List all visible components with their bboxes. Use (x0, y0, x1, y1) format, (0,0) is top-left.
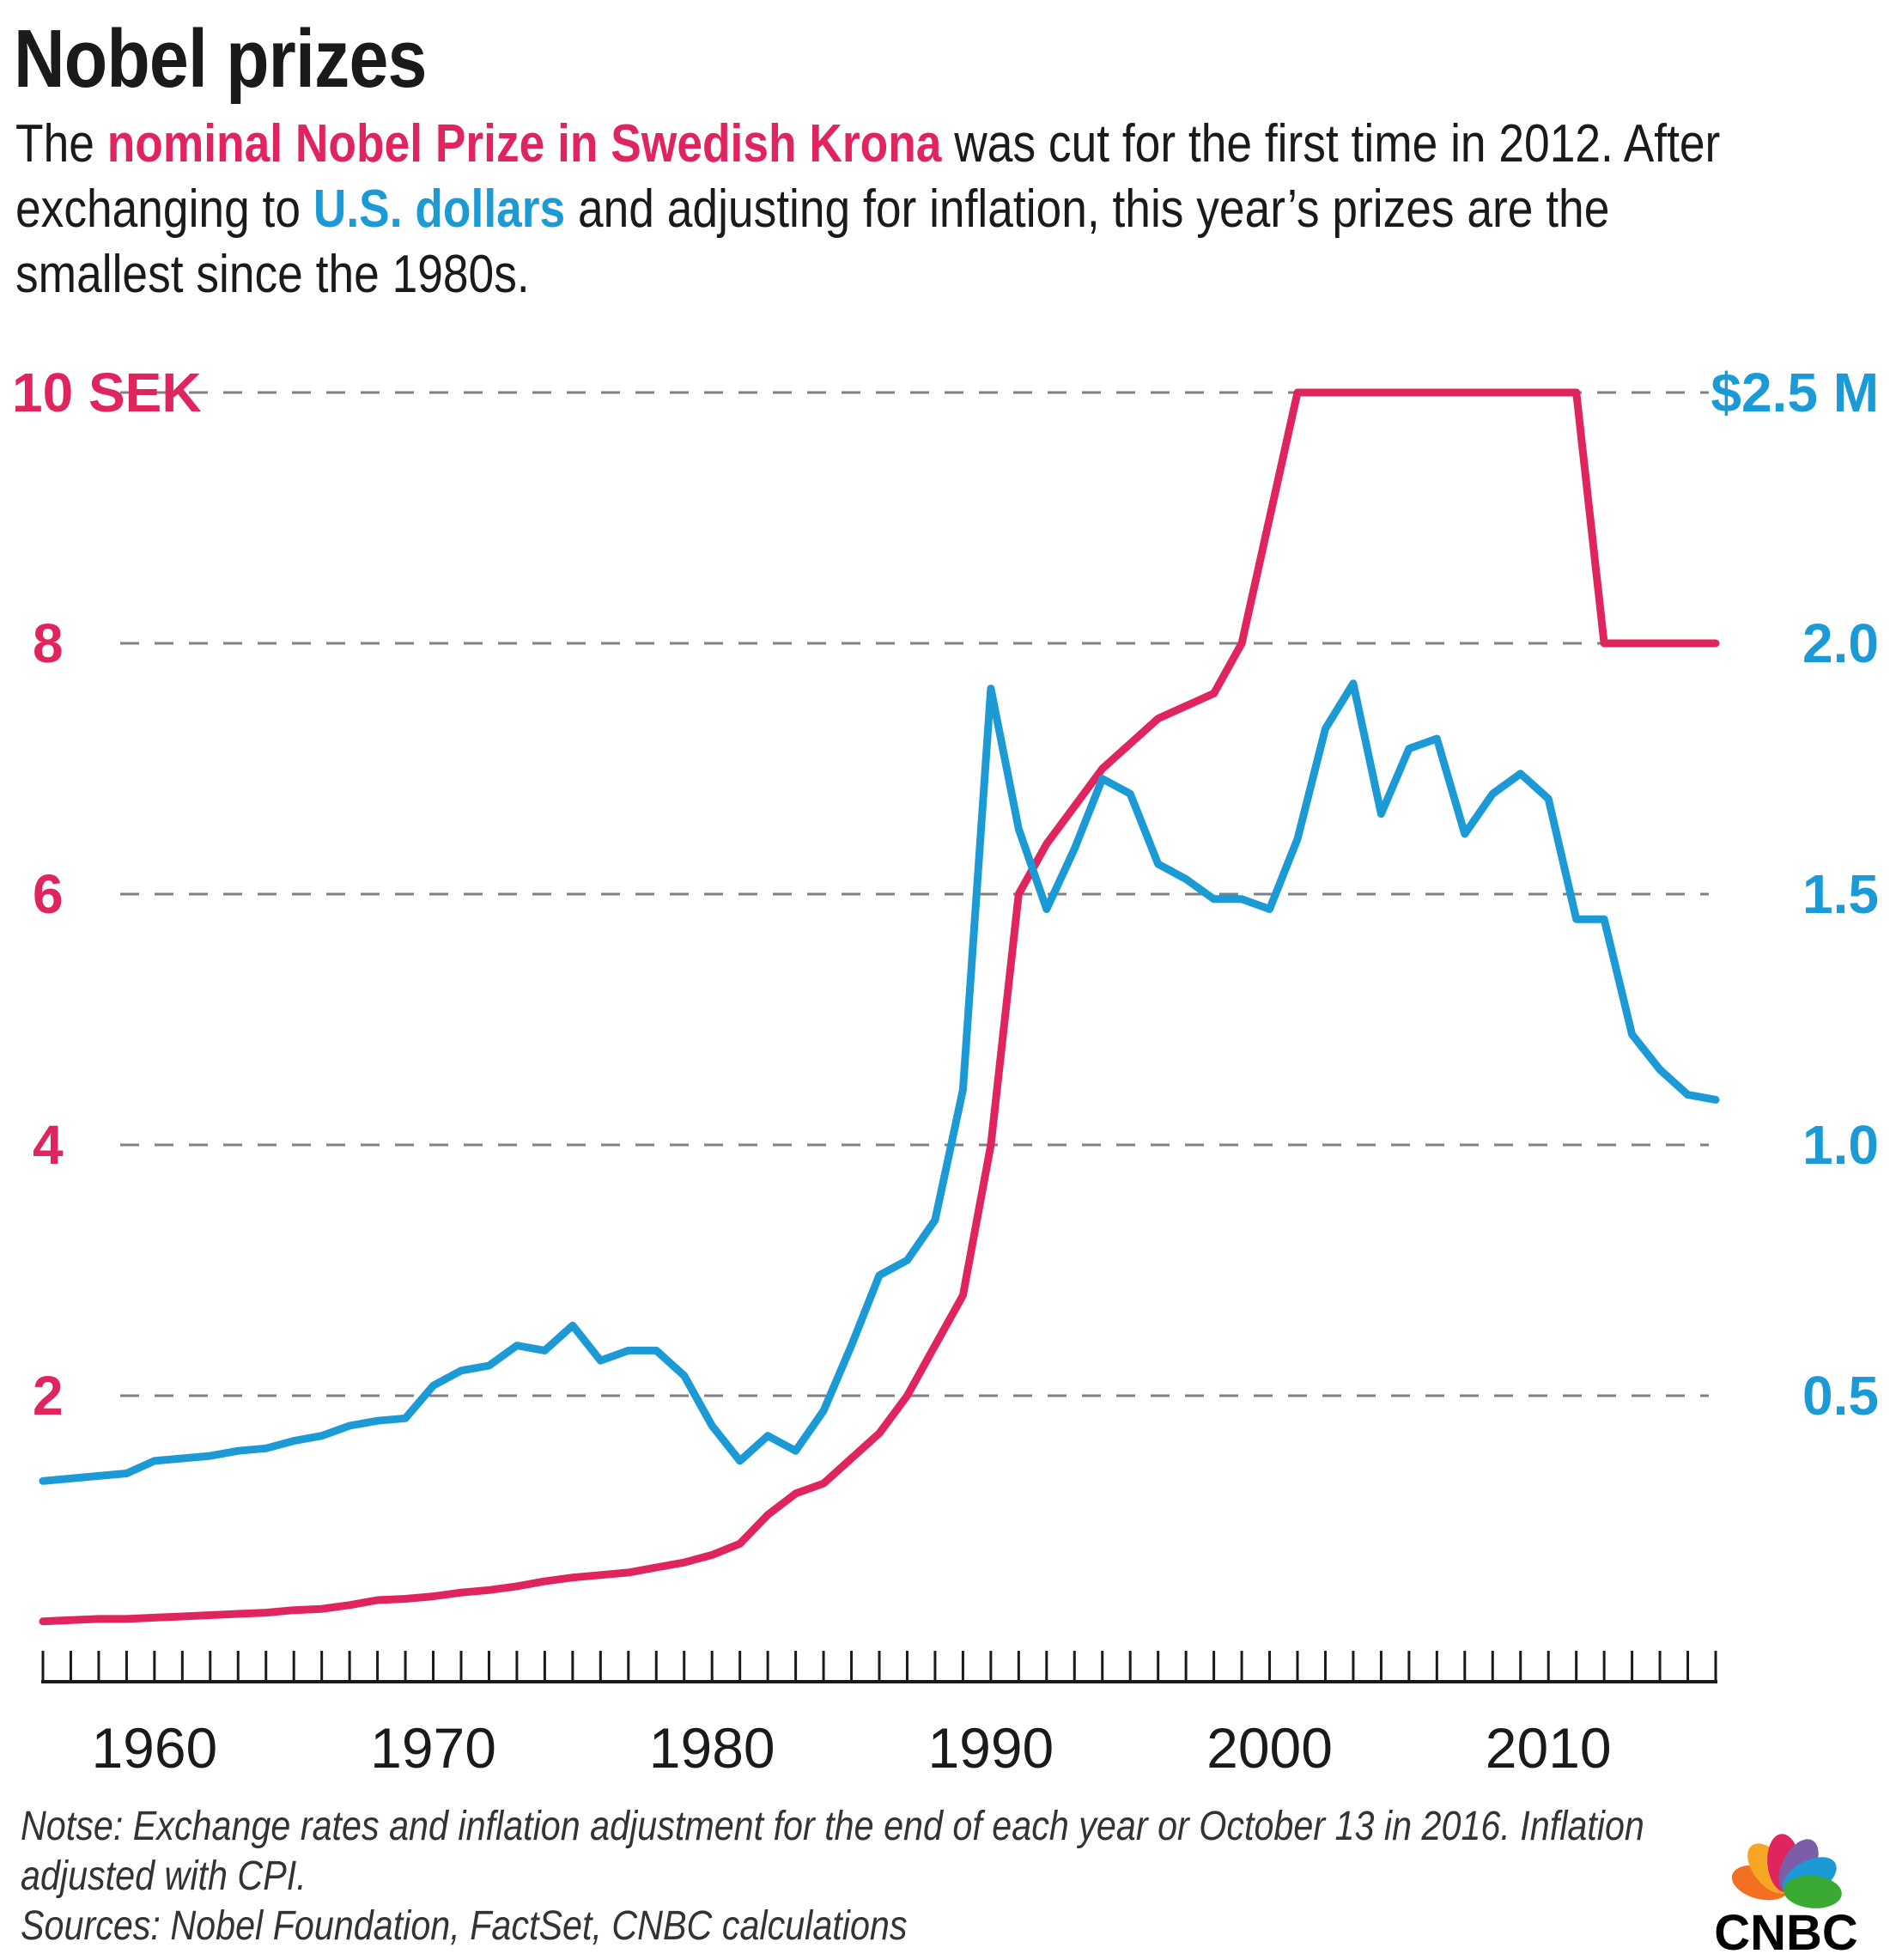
left-axis-tick-label: 10 SEK (12, 362, 202, 423)
cnbc-logo: CNBC (1714, 1834, 1858, 1955)
left-axis-labels: 2 4 6 8 10 SEK (12, 362, 202, 1427)
x-axis-tick-label: 2000 (1206, 1716, 1333, 1780)
chart-subtitle: The nominal Nobel Prize in Swedish Krona… (15, 112, 1788, 307)
left-axis-tick-label: 2 (33, 1365, 64, 1427)
right-axis-tick-label: 2.0 (1802, 612, 1879, 674)
peacock-feathers-icon (1731, 1834, 1842, 1908)
sek-series-line (39, 388, 1720, 1626)
subtitle-highlight-usd: U.S. dollars (313, 180, 566, 239)
left-axis-tick-label: 6 (33, 863, 64, 925)
logo-feather (1783, 1875, 1842, 1908)
x-axis-tick-label: 2010 (1486, 1716, 1612, 1780)
series-lines (39, 388, 1720, 1626)
subtitle-highlight-sek: nominal Nobel Prize in Swedish Krona (106, 114, 942, 173)
note-text: Notse: Exchange rates and inflation adju… (21, 1804, 1644, 1899)
right-axis-labels: 0.5 1.0 1.5 2.0 $2.5 M (1711, 362, 1879, 1427)
right-axis-tick-label: 0.5 (1802, 1365, 1879, 1427)
right-axis-tick-label: 1.0 (1802, 1114, 1879, 1176)
right-axis-tick-label: 1.5 (1802, 863, 1879, 925)
x-axis-tick-label: 1970 (370, 1716, 496, 1780)
x-axis-tick-label: 1960 (91, 1716, 217, 1780)
x-axis: 1960 1970 1980 1990 2000 2010 (41, 1651, 1717, 1780)
subtitle-text-1: The (15, 114, 107, 173)
chart-title: Nobel prizes (14, 13, 427, 105)
cnbc-logo-text: CNBC (1714, 1905, 1858, 1955)
x-axis-tick-label: 1990 (927, 1716, 1054, 1780)
sources-text: Sources: Nobel Foundation, FactSet, CNBC… (21, 1903, 908, 1949)
x-axis-tick-label: 1980 (649, 1716, 775, 1780)
usd-series-line (39, 679, 1720, 1485)
footnote: Notse: Exchange rates and inflation adju… (21, 1802, 1682, 1951)
right-axis-tick-label: $2.5 M (1711, 362, 1879, 423)
left-axis-tick-label: 4 (33, 1114, 64, 1176)
subtitle-text-2: was cut for the first time in 2012. Afte… (15, 114, 1721, 239)
left-axis-tick-label: 8 (33, 612, 64, 674)
subtitle-text-3: and adjusting for inflation, this year’s… (15, 180, 1610, 304)
